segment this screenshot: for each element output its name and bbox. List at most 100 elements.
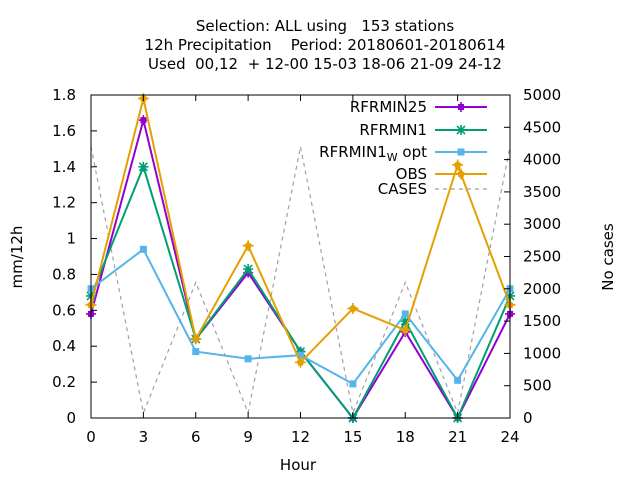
legend-label: RFRMIN25 — [350, 98, 427, 116]
y-tick-label: 0.4 — [52, 337, 76, 355]
y-tick-label: 0.6 — [52, 301, 76, 319]
y-tick-label: 1 — [66, 230, 76, 248]
data-point — [454, 376, 462, 384]
marker-plus — [452, 159, 464, 171]
marker-square — [457, 148, 465, 156]
data-point — [139, 245, 147, 253]
chart-title: Selection: ALL using 153 stations 12h Pr… — [145, 17, 506, 73]
marker-dot — [245, 266, 251, 272]
legend-entry: RFRMIN25 — [350, 98, 487, 116]
series-obs — [85, 93, 516, 368]
marker-square — [349, 380, 357, 388]
marker-plus — [138, 115, 149, 126]
x-tick-label: 24 — [500, 428, 519, 446]
title-line-3: Used 00,12 + 12-00 15-03 18-06 21-09 24-… — [148, 55, 502, 73]
data-point — [192, 348, 200, 356]
x-tick-label: 12 — [291, 428, 310, 446]
data-point — [399, 324, 411, 336]
x-tick-label: 21 — [448, 428, 467, 446]
data-point — [242, 240, 254, 252]
data-point — [452, 159, 464, 171]
y2-tick-label: 1000 — [523, 344, 561, 362]
marker-square — [297, 351, 304, 359]
marker-square — [244, 355, 252, 363]
marker-square — [401, 310, 409, 318]
y2-tick-label: 3000 — [523, 215, 561, 233]
marker-square — [192, 348, 200, 356]
y2-tick-label: 5000 — [523, 86, 561, 104]
series-line — [90, 163, 511, 421]
marker-dot — [403, 318, 408, 324]
series-rfrmin1 — [86, 161, 515, 423]
y-tick-label: 0.2 — [52, 373, 76, 391]
data-point — [297, 351, 304, 359]
legend-marker — [455, 168, 467, 180]
y-tick-label: 1.6 — [52, 122, 76, 140]
legend-label: OBS — [396, 165, 427, 183]
data-point — [347, 303, 359, 315]
series-rfrmin25 — [86, 115, 515, 423]
y-tick-label: 0 — [66, 409, 76, 427]
marker-plus — [295, 356, 306, 368]
data-point — [349, 380, 357, 388]
x-tick-label: 0 — [86, 428, 96, 446]
legend-entry: RFRMIN1 — [359, 121, 487, 139]
y-tick-label: 1.8 — [52, 86, 76, 104]
x-axis-label: Hour — [280, 456, 317, 474]
legend-label: RFRMIN1W opt — [319, 143, 427, 164]
title-line-2: 12h Precipitation Period: 20180601-20180… — [145, 36, 506, 54]
x-tick-label: 9 — [243, 428, 253, 446]
series-line — [90, 98, 511, 365]
data-point — [401, 310, 409, 318]
legend-marker — [456, 102, 466, 112]
marker-dot — [458, 127, 464, 133]
marker-plus — [399, 324, 411, 336]
legend-marker — [457, 148, 465, 156]
marker-plus — [455, 168, 467, 180]
data-point — [138, 161, 149, 172]
y2-tick-label: 500 — [523, 377, 552, 395]
title-line-1: Selection: ALL using 153 stations — [196, 17, 455, 35]
y2-axis-label: No cases — [599, 223, 617, 291]
x-tick-label: 3 — [139, 428, 149, 446]
plot-area — [85, 93, 516, 423]
y-axis-label: mm/12h — [8, 226, 26, 289]
data-point — [295, 356, 306, 368]
y-tick-label: 0.8 — [52, 265, 76, 283]
y-tick-label: 1.4 — [52, 158, 76, 176]
y2-tick-label: 0 — [523, 409, 533, 427]
data-point — [138, 115, 149, 126]
y-tick-label: 1.2 — [52, 194, 76, 212]
y2-tick-label: 4000 — [523, 151, 561, 169]
legend-entry: CASES — [378, 180, 487, 198]
legend-entry: OBS — [396, 165, 487, 183]
marker-square — [454, 376, 462, 384]
y2-tick-label: 2000 — [523, 280, 561, 298]
legend-entry: RFRMIN1W opt — [319, 143, 487, 164]
data-point — [190, 333, 202, 345]
marker-square — [139, 245, 147, 253]
x-tick-label: 15 — [343, 428, 362, 446]
x-tick-label: 6 — [191, 428, 201, 446]
axes: 0 3 6 9 12 15 18 21 2400.20.40.60.811.21.41.61.8… — [52, 86, 561, 446]
y2-tick-label: 3500 — [523, 183, 561, 201]
marker-plus — [242, 240, 254, 252]
marker-dot — [141, 164, 146, 169]
marker-plus — [347, 303, 359, 315]
y2-tick-label: 4500 — [523, 118, 561, 136]
y2-tick-label: 1500 — [523, 312, 561, 330]
marker-plus — [456, 102, 466, 112]
legend-label: RFRMIN1 — [359, 121, 427, 139]
legend-marker — [456, 125, 466, 135]
marker-plus — [190, 333, 202, 345]
x-tick-label: 18 — [396, 428, 415, 446]
legend-label: CASES — [378, 180, 427, 198]
series-line — [90, 146, 511, 415]
data-point — [400, 316, 411, 327]
data-point — [244, 355, 252, 363]
data-point — [243, 264, 254, 275]
series-cases — [90, 146, 511, 415]
y2-tick-label: 2500 — [523, 248, 561, 266]
